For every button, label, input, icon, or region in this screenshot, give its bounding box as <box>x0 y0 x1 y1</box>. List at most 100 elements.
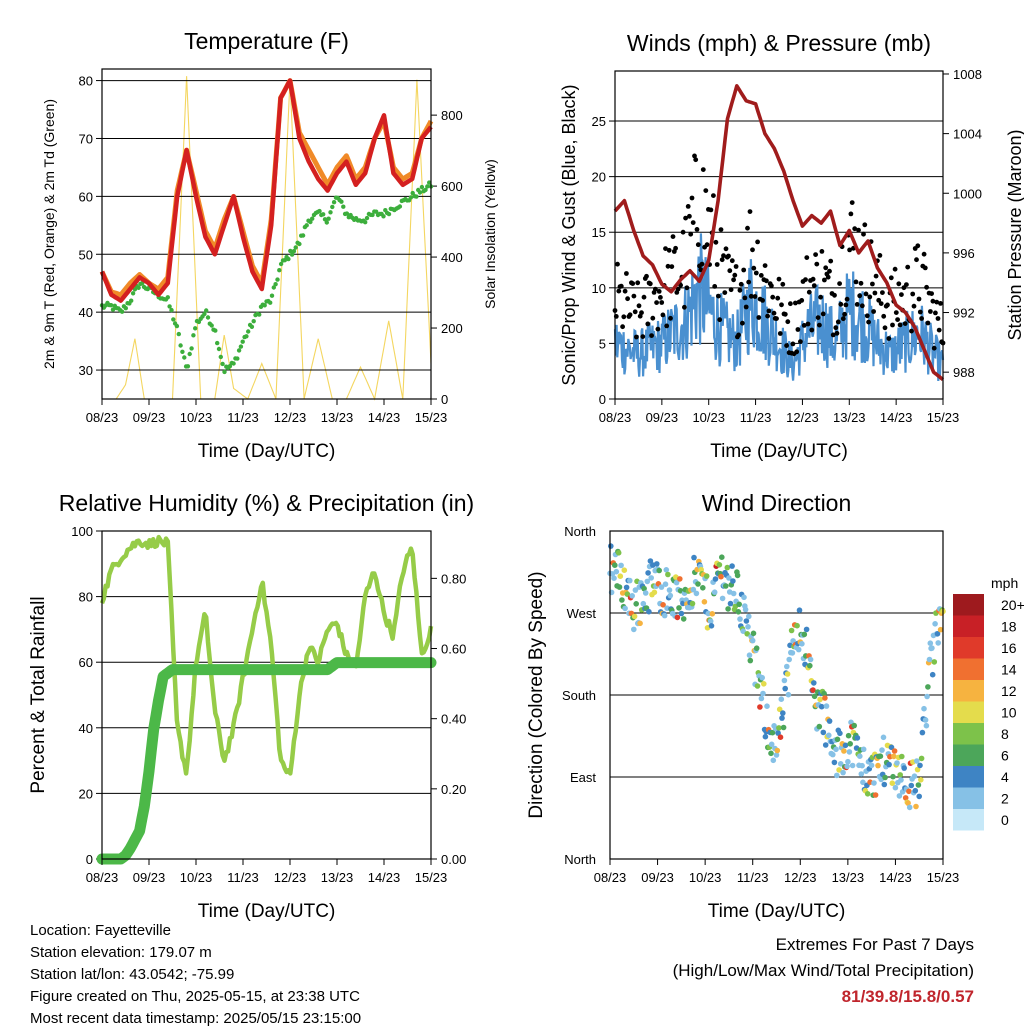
humidity-line <box>99 534 434 776</box>
gust-point <box>718 227 724 233</box>
direction-point <box>612 562 618 568</box>
x-tick-label: 10/23 <box>692 410 725 425</box>
direction-point <box>877 753 884 759</box>
direction-point <box>831 759 838 766</box>
direction-point <box>613 568 620 575</box>
direction-point <box>882 774 888 781</box>
gust-point <box>799 298 805 303</box>
direction-point <box>897 772 903 778</box>
x-tick-label: 13/23 <box>321 870 354 885</box>
legend-label: 4 <box>1001 769 1009 785</box>
direction-point <box>631 613 638 620</box>
direction-point <box>729 563 735 569</box>
dewpoint-point <box>123 306 128 311</box>
direction-point <box>623 584 630 591</box>
direction-point <box>617 573 624 579</box>
y2-tick-label: 800 <box>441 108 463 123</box>
dewpoint-point <box>227 364 233 369</box>
gust-point <box>775 295 781 301</box>
dewpoint-point <box>220 361 225 367</box>
gust-point <box>634 334 639 340</box>
direction-point <box>918 777 924 783</box>
gust-point <box>741 267 747 273</box>
direction-point <box>705 610 712 617</box>
dewpoint-point <box>386 211 392 217</box>
gust-point <box>647 281 653 287</box>
direction-point <box>753 645 760 651</box>
direction-point <box>758 695 765 702</box>
gust-point <box>615 261 620 267</box>
y-tick-label: 15 <box>592 225 606 240</box>
y-tick-label: 5 <box>599 336 606 351</box>
direction-point <box>820 729 827 736</box>
dewpoint-point <box>176 331 181 337</box>
direction-point <box>927 640 934 646</box>
direction-point <box>931 659 938 665</box>
gust-point <box>752 294 758 299</box>
direction-point <box>914 758 920 764</box>
gust-point <box>928 309 933 314</box>
gust-point <box>876 297 882 303</box>
gust-point <box>925 320 931 326</box>
dewpoint-point <box>269 293 275 298</box>
gust-point <box>771 310 777 316</box>
direction-point <box>803 626 810 633</box>
gust-point <box>746 279 752 285</box>
gust-point <box>902 321 908 326</box>
x-tick-label: 12/23 <box>786 410 819 425</box>
gust-point <box>682 304 687 310</box>
x-tick-label: 15/23 <box>927 870 960 885</box>
direction-point <box>810 687 816 693</box>
y2-tick-label: 1008 <box>953 67 982 82</box>
direction-point <box>646 608 652 615</box>
y-tick-label: 10 <box>592 281 606 296</box>
gust-point <box>716 293 721 299</box>
panel-title: Wind Direction <box>702 490 852 516</box>
gust-point <box>670 234 676 240</box>
gust-point <box>719 257 725 263</box>
dewpoint-point <box>236 348 242 353</box>
y2-tick-label: 600 <box>441 179 463 194</box>
y-tick-label: 60 <box>79 189 93 204</box>
dewpoint-point <box>417 190 423 195</box>
direction-point <box>807 662 813 669</box>
direction-point <box>780 710 786 716</box>
y2-tick-label: 992 <box>953 306 975 321</box>
dewpoint-point <box>268 300 273 305</box>
temp-2m-line <box>99 78 433 303</box>
dewpoint-point <box>364 215 370 221</box>
y2-tick-label: 0 <box>441 392 448 407</box>
gust-point <box>842 311 847 317</box>
direction-point <box>725 606 731 612</box>
direction-point <box>680 616 687 622</box>
direction-point <box>677 576 683 582</box>
direction-point <box>779 715 785 721</box>
gust-point <box>650 315 656 321</box>
gust-point <box>873 273 879 279</box>
legend-swatch <box>953 594 984 616</box>
direction-point <box>749 637 756 644</box>
direction-point <box>640 600 647 607</box>
gust-point <box>790 341 796 347</box>
dewpoint-point <box>244 334 249 339</box>
direction-point <box>780 724 787 731</box>
gust-point <box>844 296 850 302</box>
dewpoint-point <box>209 323 214 328</box>
direction-point <box>774 747 781 754</box>
dewpoint-point <box>275 277 280 282</box>
gust-point <box>861 231 866 237</box>
direction-point <box>921 705 927 712</box>
gust-point <box>817 322 822 328</box>
direction-point <box>784 663 790 670</box>
y-axis-label: Direction (Colored By Speed) <box>526 571 547 818</box>
direction-point <box>822 695 828 701</box>
dewpoint-point <box>205 315 211 320</box>
dewpoint-point <box>216 346 222 352</box>
direction-point <box>778 696 785 702</box>
legend-swatch <box>953 744 984 766</box>
gust-point <box>803 277 808 282</box>
dewpoint-point <box>167 304 172 309</box>
x-tick-label: 11/23 <box>227 410 259 425</box>
gust-point <box>666 247 672 253</box>
